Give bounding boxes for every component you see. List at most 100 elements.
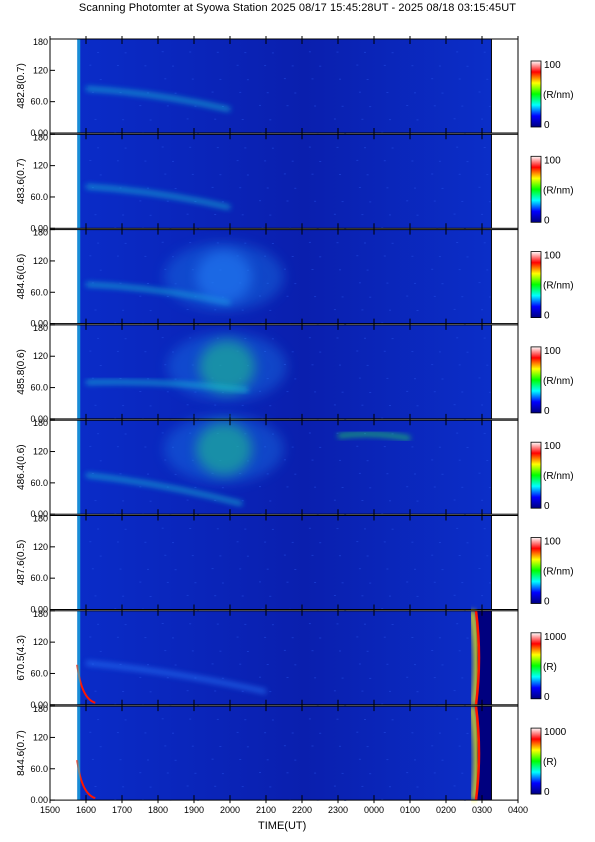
colorbar-min-label: 0: [544, 215, 550, 226]
noise-speckle: [144, 160, 147, 162]
noise-speckle: [433, 677, 436, 679]
colorbar-max-label: 100: [544, 251, 561, 262]
colorbar-min-label: 0: [544, 787, 550, 798]
noise-speckle: [149, 214, 152, 216]
twilight-region: [476, 706, 492, 801]
noise-speckle: [241, 500, 244, 502]
noise-speckle: [286, 677, 289, 678]
noise-speckle: [438, 65, 441, 67]
noise-speckle: [264, 65, 267, 67]
noise-speckle: [114, 322, 117, 324]
noise-speckle: [161, 623, 164, 624]
noise-speckle: [161, 241, 164, 243]
noise-speckle: [161, 527, 164, 529]
noise-speckle: [478, 282, 481, 284]
noise-speckle: [369, 392, 372, 393]
noise-speckle: [122, 691, 125, 692]
noise-speckle: [119, 663, 122, 665]
noise-speckle: [369, 582, 372, 584]
noise-speckle: [219, 555, 222, 557]
noise-speckle: [383, 160, 386, 162]
noise-speckle: [416, 500, 419, 502]
noise-speckle: [174, 569, 177, 571]
noise-speckle: [189, 337, 192, 339]
colorbar-unit-label: (R/nm): [543, 185, 574, 196]
noise-speckle: [239, 568, 242, 570]
noise-speckle: [411, 255, 414, 257]
noise-speckle: [186, 404, 189, 406]
y-tick-label: 0.00: [30, 128, 48, 138]
noise-speckle: [94, 786, 97, 787]
noise-speckle: [314, 486, 317, 488]
noise-speckle: [174, 92, 177, 94]
data-region: [77, 229, 492, 324]
noise-speckle: [453, 308, 456, 310]
emission-arc: [85, 661, 267, 694]
noise-speckle: [364, 51, 366, 53]
y-axis-label: 482.8(0.7): [16, 63, 27, 109]
noise-speckle: [189, 242, 192, 244]
noise-speckle: [438, 446, 441, 448]
x-tick-label: 2000: [220, 805, 240, 815]
noise-speckle: [91, 91, 94, 93]
noise-speckle: [438, 351, 441, 353]
noise-speckle: [283, 268, 286, 270]
noise-speckle: [166, 200, 169, 202]
noise-speckle: [488, 391, 491, 393]
noise-speckle: [358, 282, 361, 284]
start-edge: [77, 610, 81, 705]
twilight-edge: [474, 705, 481, 801]
y-tick-label: 60.0: [30, 97, 48, 107]
noise-speckle: [361, 690, 364, 692]
noise-speckle: [308, 146, 311, 148]
y-tick-label: 120: [33, 256, 48, 266]
noise-speckle: [414, 759, 416, 761]
noise-speckle: [431, 650, 434, 651]
noise-speckle: [308, 51, 311, 53]
y-tick-label: 120: [33, 732, 48, 742]
noise-speckle: [361, 214, 364, 216]
noise-speckle: [266, 187, 269, 189]
noise-speckle: [122, 405, 125, 407]
x-tick-label: 0200: [436, 805, 456, 815]
y-tick-label: 180: [33, 418, 48, 428]
noise-speckle: [308, 527, 311, 529]
noise-speckle: [358, 377, 361, 379]
noise-speckle: [259, 676, 261, 678]
noise-speckle: [241, 309, 244, 311]
noise-speckle: [144, 446, 147, 448]
noise-speckle: [164, 745, 167, 747]
y-tick-label: 0.00: [30, 605, 48, 615]
x-tick-label: 2100: [256, 805, 276, 815]
noise-speckle: [246, 746, 249, 748]
noise-speckle: [383, 64, 386, 66]
noise-speckle: [341, 772, 344, 774]
noise-speckle: [339, 174, 341, 175]
noise-speckle: [161, 718, 164, 720]
noise-speckle: [164, 268, 167, 270]
noise-speckle: [124, 147, 127, 149]
noise-speckle: [214, 690, 217, 692]
noise-speckle: [389, 119, 391, 121]
x-tick-label: 1900: [184, 805, 204, 815]
noise-speckle: [481, 309, 484, 311]
noise-speckle: [269, 119, 272, 121]
twilight-glow: [469, 705, 480, 801]
noise-speckle: [319, 542, 322, 544]
noise-speckle: [266, 664, 269, 665]
noise-speckle: [97, 147, 100, 149]
noise-speckle: [239, 759, 242, 760]
noise-speckle: [488, 296, 491, 298]
noise-speckle: [294, 473, 297, 475]
start-edge: [77, 324, 81, 419]
noise-speckle: [381, 322, 384, 324]
noise-speckle: [478, 91, 481, 93]
noise-speckle: [369, 487, 372, 489]
noise-speckle: [236, 541, 239, 543]
noise-speckle: [358, 472, 361, 474]
noise-speckle: [314, 200, 317, 202]
noise-speckle: [244, 528, 247, 530]
noise-speckle: [144, 637, 147, 639]
noise-speckle: [308, 241, 311, 243]
noise-speckle: [456, 623, 459, 625]
